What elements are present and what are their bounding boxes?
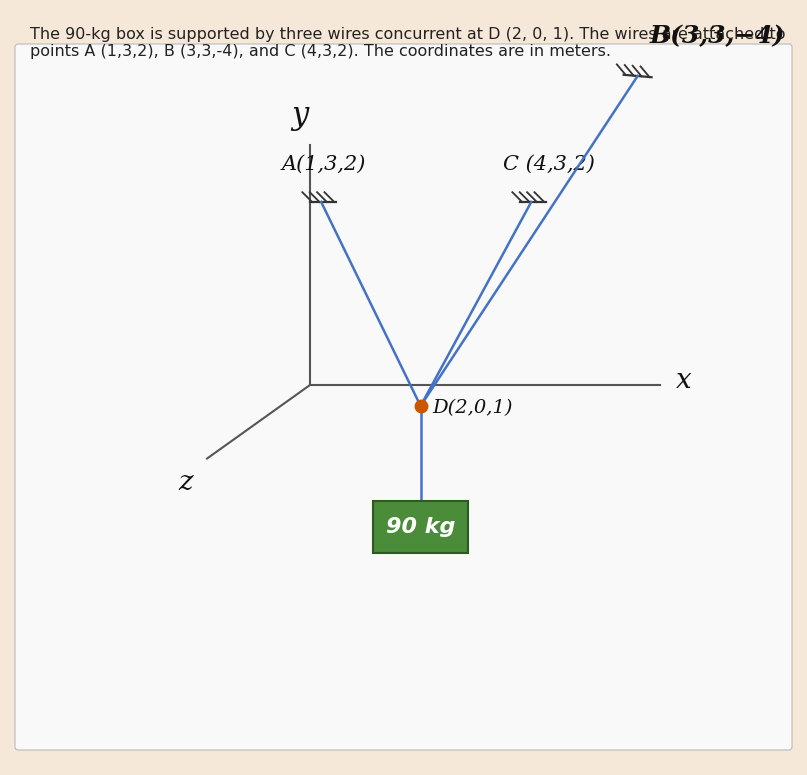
Bar (373, 501, 468, 553)
Text: y: y (291, 100, 308, 131)
Text: 90 kg: 90 kg (386, 517, 455, 537)
Text: A(1,3,2): A(1,3,2) (281, 155, 366, 174)
Text: C (4,3,2): C (4,3,2) (504, 155, 595, 174)
Text: x: x (676, 367, 692, 394)
Text: D(2,0,1): D(2,0,1) (433, 399, 513, 417)
Text: B(3,3,−4): B(3,3,−4) (650, 24, 785, 48)
Text: The 90-kg box is supported by three wires concurrent at D (2, 0, 1). The wires a: The 90-kg box is supported by three wire… (30, 27, 785, 60)
Text: z: z (178, 469, 193, 495)
FancyBboxPatch shape (15, 44, 792, 750)
